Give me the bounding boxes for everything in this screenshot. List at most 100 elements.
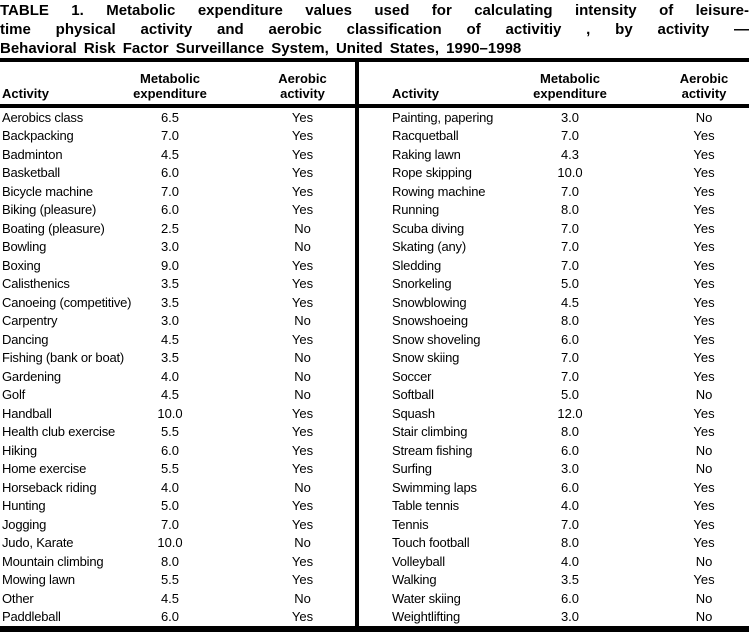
table-body: Aerobics class 6.5 Yes Backpacking 7.0 Yes Bad… [0, 108, 749, 626]
activity-cell: Golf [2, 387, 26, 403]
aerobic-activity-cell: Yes [291, 183, 314, 199]
metabolic-expenditure-cell: 4.5 [160, 387, 180, 403]
table-row: Health club exercise 5.5 Yes [0, 423, 355, 442]
table-row: Hiking 6.0 Yes [0, 441, 355, 460]
header-rule [0, 104, 749, 108]
table-row: Boating (pleasure) 2.5 No [0, 219, 355, 238]
activity-cell: Touch football [392, 535, 470, 551]
aerobic-activity-cell: No [294, 220, 311, 236]
activity-cell: Canoeing (competitive) [2, 294, 132, 310]
table-row: Swimming laps 6.0 Yes [359, 478, 749, 497]
table-row: Handball 10.0 Yes [0, 404, 355, 423]
activity-cell: Volleyball [392, 553, 445, 569]
table-right-half: Painting, papering 3.0 No Racquetball 7.0 Yes… [359, 108, 749, 626]
aerobic-activity-cell: Yes [291, 128, 314, 144]
aerobic-activity-cell: Yes [291, 202, 314, 218]
aerobic-activity-cell: No [294, 350, 311, 366]
activity-cell: Raking lawn [392, 146, 461, 162]
table-title-line-3: Behavioral Risk Factor Surveillance Syst… [0, 40, 522, 57]
metabolic-expenditure-cell: 7.0 [160, 183, 180, 199]
aerobic-activity-cell: Yes [693, 276, 715, 292]
table-row: Touch football 8.0 Yes [359, 534, 749, 553]
metabolic-expenditure-cell: 10.0 [557, 165, 583, 181]
activity-cell: Horseback riding [2, 479, 97, 495]
table-row: Bowling 3.0 No [0, 238, 355, 257]
metabolic-expenditure-cell: 3.0 [160, 239, 180, 255]
metabolic-expenditure-cell: 6.0 [560, 479, 580, 495]
activity-cell: Swimming laps [392, 479, 477, 495]
header-metabolic-left-line2: expenditure [133, 86, 207, 101]
table-row: Home exercise 5.5 Yes [0, 460, 355, 479]
activity-cell: Carpentry [2, 313, 58, 329]
activity-cell: Water skiing [392, 590, 461, 606]
table-row: Soccer 7.0 Yes [359, 367, 749, 386]
aerobic-activity-cell: Yes [291, 276, 314, 292]
aerobic-activity-cell: Yes [693, 405, 715, 421]
activity-cell: Jogging [2, 516, 47, 532]
aerobic-activity-cell: Yes [291, 609, 314, 625]
aerobic-activity-cell: No [294, 313, 311, 329]
aerobic-activity-cell: No [294, 368, 311, 384]
metabolic-expenditure-cell: 7.0 [160, 128, 180, 144]
metabolic-expenditure-cell: 2.5 [160, 220, 180, 236]
activity-cell: Biking (pleasure) [2, 202, 97, 218]
metabolic-expenditure-cell: 8.0 [560, 202, 580, 218]
header-aerobic-right-line2: activity [681, 86, 727, 101]
table-row: Skating (any) 7.0 Yes [359, 238, 749, 257]
aerobic-activity-cell: Yes [693, 479, 715, 495]
activity-cell: Softball [392, 387, 434, 403]
metabolic-expenditure-cell: 12.0 [557, 405, 583, 421]
activity-cell: Skating (any) [392, 239, 466, 255]
table-row: Dancing 4.5 Yes [0, 330, 355, 349]
table-row: Rope skipping 10.0 Yes [359, 164, 749, 183]
metabolic-expenditure-cell: 4.0 [160, 479, 180, 495]
activity-cell: Other [2, 590, 34, 606]
metabolic-expenditure-cell: 9.0 [160, 257, 180, 273]
table-row: Backpacking 7.0 Yes [0, 127, 355, 146]
activity-cell: Bicycle machine [2, 183, 93, 199]
table-row: Tennis 7.0 Yes [359, 515, 749, 534]
aerobic-activity-cell: No [695, 590, 713, 606]
table-row: Weightlifting 3.0 No [359, 608, 749, 627]
aerobic-activity-cell: No [294, 239, 311, 255]
metabolic-expenditure-cell: 7.0 [560, 128, 580, 144]
activity-cell: Backpacking [2, 128, 74, 144]
table-row: Racquetball 7.0 Yes [359, 127, 749, 146]
metabolic-expenditure-cell: 6.0 [560, 590, 580, 606]
table-header-row: Activity Metabolic expenditure Aerobic a… [0, 62, 749, 104]
aerobic-activity-cell: Yes [291, 294, 314, 310]
metabolic-expenditure-cell: 4.0 [160, 368, 180, 384]
table-row: Volleyball 4.0 No [359, 552, 749, 571]
table-row: Surfing 3.0 No [359, 460, 749, 479]
bottom-rule [0, 626, 749, 632]
aerobic-activity-cell: Yes [693, 313, 715, 329]
metabolic-expenditure-cell: 7.0 [560, 239, 580, 255]
aerobic-activity-cell: No [695, 387, 713, 403]
activity-cell: Paddleball [2, 609, 61, 625]
header-activity-left: Activity [2, 86, 49, 101]
aerobic-activity-cell: Yes [693, 146, 715, 162]
metabolic-expenditure-cell: 4.5 [160, 331, 180, 347]
activity-cell: Handball [2, 405, 52, 421]
aerobic-activity-cell: Yes [291, 516, 314, 532]
aerobic-activity-cell: Yes [291, 442, 314, 458]
table-row: Judo, Karate 10.0 No [0, 534, 355, 553]
table-row: Raking lawn 4.3 Yes [359, 145, 749, 164]
aerobic-activity-cell: Yes [291, 498, 314, 514]
table-row: Badminton 4.5 Yes [0, 145, 355, 164]
metabolic-expenditure-cell: 4.5 [160, 146, 180, 162]
activity-cell: Gardening [2, 368, 61, 384]
activity-cell: Snowshoeing [392, 313, 468, 329]
metabolic-expenditure-cell: 6.0 [560, 442, 580, 458]
table-row: Rowing machine 7.0 Yes [359, 182, 749, 201]
aerobic-activity-cell: Yes [693, 257, 715, 273]
aerobic-activity-cell: Yes [291, 461, 314, 477]
table-row: Running 8.0 Yes [359, 201, 749, 220]
metabolic-expenditure-cell: 7.0 [160, 516, 180, 532]
table-row: Calisthenics 3.5 Yes [0, 275, 355, 294]
table-row: Jogging 7.0 Yes [0, 515, 355, 534]
table-row: Stair climbing 8.0 Yes [359, 423, 749, 442]
table-row: Water skiing 6.0 No [359, 589, 749, 608]
table-row: Snowshoeing 8.0 Yes [359, 312, 749, 331]
table-row: Mountain climbing 8.0 Yes [0, 552, 355, 571]
